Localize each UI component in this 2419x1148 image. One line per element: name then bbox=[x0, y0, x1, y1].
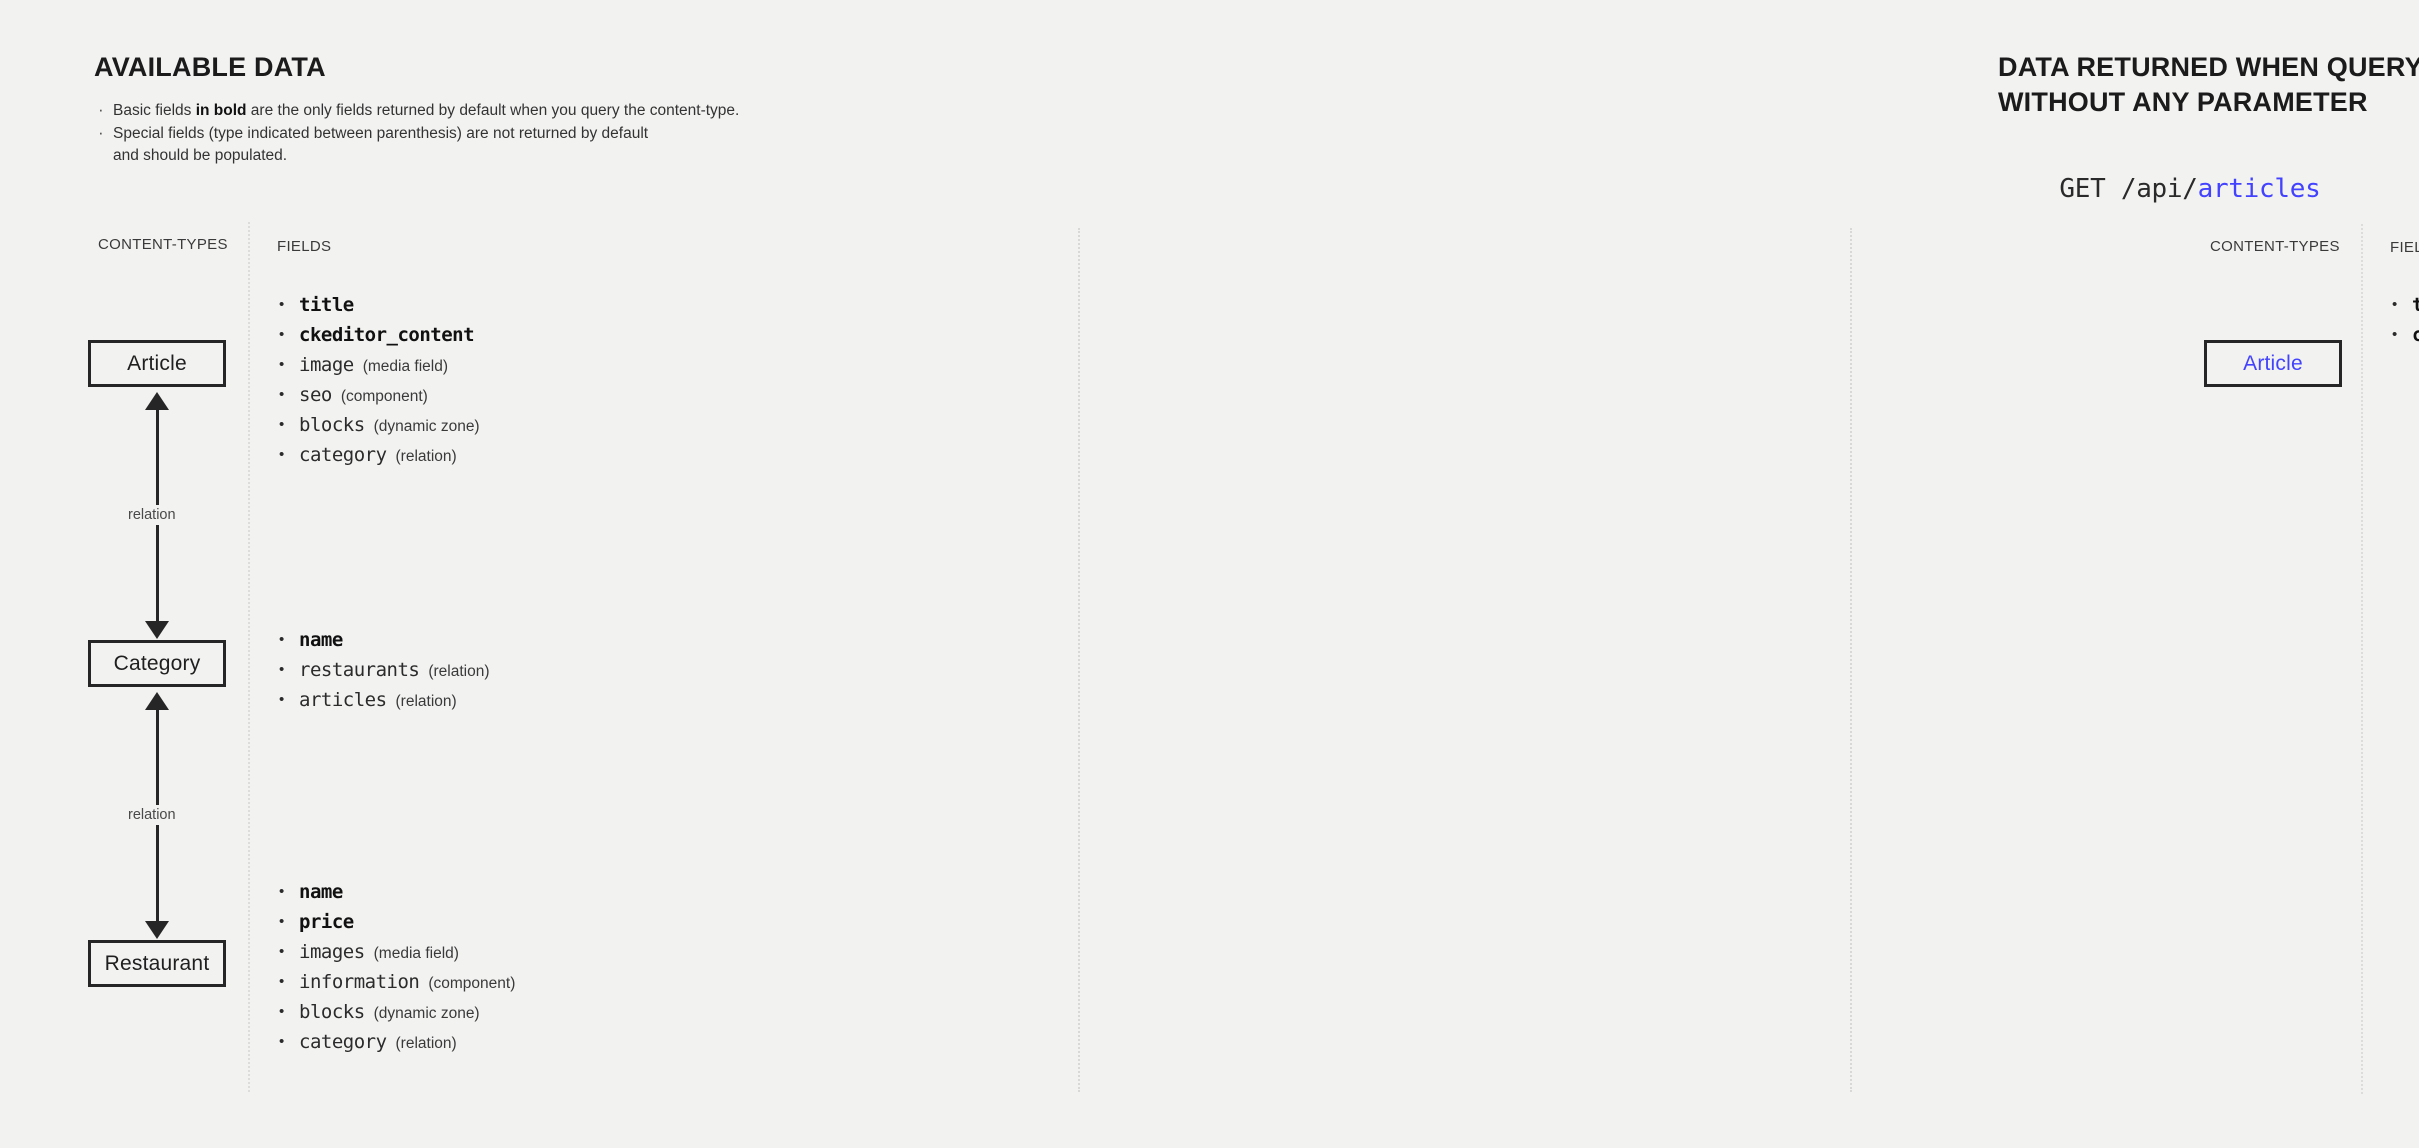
field-name: seo bbox=[299, 384, 332, 406]
panel-divider bbox=[1850, 228, 1852, 1092]
content-type-box-category[interactable]: Category bbox=[88, 640, 226, 687]
field-type: (relation) bbox=[395, 1035, 457, 1052]
field-list-restaurant: name price images (media field) information (… bbox=[275, 877, 515, 1057]
content-type-box-article[interactable]: Article bbox=[88, 340, 226, 387]
field-list-item: title bbox=[2388, 290, 2419, 320]
content-type-label: Article bbox=[2243, 351, 2303, 375]
field-list-category: name restaurants (relation) articles (relati… bbox=[275, 625, 490, 715]
panel-divider bbox=[1078, 228, 1080, 1092]
panel-populate-one-level: DATA RETURNED WHEN QUERYING ARTICLES AND… bbox=[1851, 0, 2419, 1148]
relation-arrow-head-up bbox=[145, 392, 169, 410]
content-type-box-restaurant[interactable]: Restaurant bbox=[88, 940, 226, 987]
field-list-item: title bbox=[275, 290, 480, 320]
content-type-box-article[interactable]: Article bbox=[2204, 340, 2342, 387]
field-list-item: ckeditor_content bbox=[2388, 320, 2419, 350]
field-name: blocks bbox=[299, 1001, 365, 1023]
relation-arrow-head-up bbox=[145, 692, 169, 710]
field-list-item: category (relation) bbox=[275, 440, 480, 470]
title-prefix: DATA RETURNED WHEN QUERYING bbox=[1998, 52, 2419, 82]
field-list-item: blocks (dynamic zone) bbox=[275, 410, 480, 440]
field-list-article: title ckeditor_content bbox=[2388, 290, 2419, 350]
field-list-item: seo (component) bbox=[275, 380, 480, 410]
field-name: ckeditor_content bbox=[2412, 324, 2419, 346]
field-type: (dynamic zone) bbox=[373, 418, 480, 435]
inner-column-divider bbox=[2361, 224, 2363, 1094]
field-name: name bbox=[299, 629, 343, 651]
intro-bullet-item: Basic fields in bold are the only fields… bbox=[94, 99, 854, 123]
panel-no-parameter-title: DATA RETURNED WHEN QUERYING ARTICLES WIT… bbox=[1998, 50, 2419, 120]
field-list-item: image (media field) bbox=[275, 350, 480, 380]
field-type: (media field) bbox=[373, 945, 459, 962]
field-list-article: title ckeditor_contentimage (media field) s… bbox=[275, 290, 480, 470]
field-list-item: blocks (dynamic zone) bbox=[275, 997, 515, 1027]
field-list-item: ckeditor_content bbox=[275, 320, 480, 350]
endpoint-method: GET bbox=[2059, 174, 2121, 204]
field-type: (dynamic zone) bbox=[373, 1005, 480, 1022]
field-list-item: information (component) bbox=[275, 967, 515, 997]
inner-column-divider bbox=[248, 222, 250, 1092]
title-suffix: WITHOUT ANY PARAMETER bbox=[1998, 87, 2368, 117]
field-name: images bbox=[299, 941, 365, 963]
field-type: (relation) bbox=[428, 663, 490, 680]
field-name: ckeditor_content bbox=[299, 324, 475, 346]
intro-bullet-list: Basic fields in bold are the only fields… bbox=[94, 99, 854, 168]
field-name: category bbox=[299, 1031, 387, 1053]
endpoint-path: /api/ bbox=[2120, 174, 2198, 204]
endpoint-resource: articles bbox=[2197, 174, 2321, 204]
panel-available-title: AVAILABLE DATA bbox=[94, 52, 326, 82]
field-list-item: price bbox=[275, 907, 515, 937]
field-type: (relation) bbox=[395, 448, 457, 465]
field-name: title bbox=[299, 294, 354, 316]
field-name: price bbox=[299, 911, 354, 933]
relation-arrow-label: relation bbox=[122, 505, 182, 525]
relation-arrow-head-down bbox=[145, 621, 169, 639]
field-name: restaurants bbox=[299, 659, 420, 681]
field-name: information bbox=[299, 971, 420, 993]
field-list-item: name bbox=[275, 877, 515, 907]
column-header-content-types: CONTENT-TYPES bbox=[2210, 238, 2340, 255]
panel-no-parameter: DATA RETURNED WHEN QUERYING ARTICLES WIT… bbox=[1079, 0, 2419, 1148]
relation-arrow-label: relation bbox=[122, 805, 182, 825]
field-type: (component) bbox=[340, 388, 428, 405]
content-type-label: Category bbox=[113, 651, 201, 675]
field-list-item: name bbox=[275, 625, 490, 655]
intro-bullet-item: Special fields (type indicated between p… bbox=[94, 122, 854, 168]
field-name: title bbox=[2412, 294, 2419, 316]
field-name: articles bbox=[299, 689, 387, 711]
relation-arrow-head-down bbox=[145, 921, 169, 939]
endpoint-no-parameter: GET /api/articles bbox=[1998, 144, 2320, 234]
column-header-fields: FIELDS bbox=[2390, 239, 2419, 256]
field-name: image bbox=[299, 354, 354, 376]
field-list-item: images (media field) bbox=[275, 937, 515, 967]
content-type-label: Restaurant bbox=[104, 951, 210, 975]
column-header-fields: FIELDS bbox=[277, 238, 332, 255]
content-type-label: Article bbox=[127, 351, 187, 375]
field-name: name bbox=[299, 881, 343, 903]
diagram-available: CONTENT-TYPES FIELDS Article relation Ca… bbox=[0, 0, 1079, 1148]
field-list-item: articles (relation) bbox=[275, 685, 490, 715]
field-name: category bbox=[299, 444, 387, 466]
diagram-no-parameter: CONTENT-TYPES FIELDS Article title ckedit… bbox=[2158, 0, 2419, 1148]
column-header-content-types: CONTENT-TYPES bbox=[98, 236, 228, 253]
field-list-item: category (relation) bbox=[275, 1027, 515, 1057]
field-type: (component) bbox=[428, 975, 516, 992]
field-list-item: restaurants (relation) bbox=[275, 655, 490, 685]
panel-available-data: AVAILABLE DATA Basic fields in bold are … bbox=[0, 0, 1079, 1148]
field-type: (relation) bbox=[395, 693, 457, 710]
field-type: (media field) bbox=[362, 358, 448, 375]
field-name: blocks bbox=[299, 414, 365, 436]
